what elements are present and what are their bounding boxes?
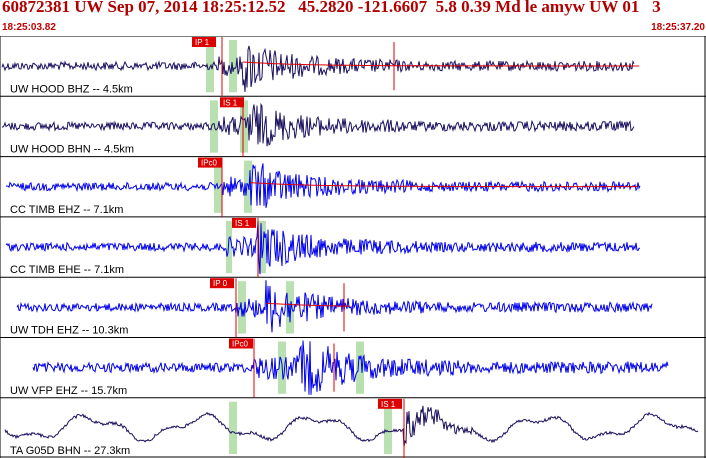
end-time: 18:25:37.20: [651, 22, 705, 33]
waveform-trace: [5, 163, 641, 208]
pick-window-band: [229, 401, 237, 455]
trace-label: TA G05D BHN -- 27.3km: [10, 445, 130, 457]
waveform-trace: [16, 280, 653, 333]
pick-tag[interactable]: [210, 278, 234, 289]
pick-window-band: [286, 281, 294, 334]
coda-fit-line: [249, 182, 638, 188]
pick-tag[interactable]: [229, 338, 253, 349]
trace-label: CC TIMB EHE -- 7.1km: [10, 264, 124, 276]
pick-tag-label: IS 1: [223, 98, 238, 107]
pick-window-band: [229, 40, 237, 93]
trace-frames: [0, 36, 706, 458]
pick-tag[interactable]: [192, 37, 216, 47]
header-bar: 60872381 UW Sep 07, 2014 18:25:12.52 45.…: [0, 0, 706, 22]
trace-label: UW HOOD BHN -- 4.5km: [10, 144, 134, 156]
pick-tag-label: IS 1: [381, 400, 396, 409]
trace-label: UW VFP EHZ -- 15.7km: [10, 385, 127, 397]
pick-tag[interactable]: [378, 398, 402, 409]
trace-label: UW HOOD BHZ -- 4.5km: [10, 83, 133, 95]
trace-label: UW TDH EHZ -- 10.3km: [10, 325, 128, 337]
waveform-trace: [5, 220, 641, 275]
pick-tag[interactable]: [198, 157, 222, 168]
coda-fit-line: [242, 61, 639, 67]
pick-window-band: [384, 401, 392, 455]
coda-fit-line: [265, 302, 351, 307]
pick-tag-label: IP 0: [213, 279, 228, 288]
trace-label: CC TIMB EHZ -- 7.1km: [10, 204, 123, 216]
pick-tag-label: IPc0: [201, 159, 218, 168]
pick-tag-label: IS 1: [235, 219, 250, 228]
pick-window-band: [238, 281, 246, 334]
seismogram-panel[interactable]: IP 1 IS 1 IPc0 IS 1 IP 0 IPc0 IS 1 UW HOOD BHZ…: [0, 36, 706, 458]
waveform-trace: [1, 102, 635, 147]
pick-window-band: [210, 100, 218, 153]
pick-markers: IP 1 IS 1 IPc0 IS 1 IP 0 IPc0 IS 1: [192, 37, 639, 458]
waveform-trace: [32, 340, 669, 395]
waveforms: [1, 45, 699, 447]
pick-tag[interactable]: [232, 217, 256, 228]
start-time: 18:25:03.82: [2, 22, 56, 33]
trace-labels: UW HOOD BHZ -- 4.5km UW HOOD BHN -- 4.5km…: [10, 83, 134, 457]
event-title: 60872381 UW Sep 07, 2014 18:25:12.52 45.…: [2, 0, 661, 16]
pick-window-band: [356, 341, 364, 394]
pick-tag[interactable]: [220, 97, 244, 108]
pick-tag-label: IP 1: [195, 38, 210, 47]
pick-window-band: [240, 100, 248, 153]
waveform-trace: [1, 45, 635, 93]
pick-window-band: [226, 220, 232, 274]
pick-tag-label: IPc0: [232, 340, 249, 349]
waveform-trace: [4, 405, 699, 447]
